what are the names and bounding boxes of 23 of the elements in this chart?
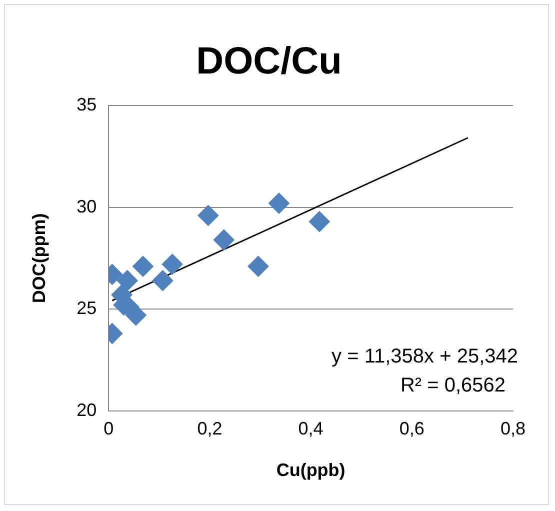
y-axis-title: DOC(ppm) bbox=[28, 213, 49, 304]
x-tick-label: 0,4 bbox=[298, 418, 324, 439]
x-tick-label: 0 bbox=[104, 418, 114, 439]
point bbox=[116, 270, 138, 292]
annotation: y = 11,358x + 25,342 bbox=[332, 345, 518, 368]
x-tick-label: 0,2 bbox=[197, 418, 222, 439]
x-tick-label: 0,6 bbox=[399, 418, 424, 439]
chart-title: DOC/Cu bbox=[196, 40, 342, 82]
x-axis-title: Cu(ppb) bbox=[276, 460, 346, 480]
y-tick-label: 25 bbox=[76, 298, 97, 318]
point bbox=[248, 256, 269, 277]
point bbox=[152, 270, 174, 292]
point bbox=[198, 204, 219, 226]
y-tick-label: 20 bbox=[76, 400, 97, 420]
point bbox=[213, 229, 234, 250]
point bbox=[308, 211, 330, 232]
y-tick-label: 35 bbox=[76, 94, 97, 115]
point bbox=[268, 192, 290, 214]
point bbox=[132, 256, 154, 277]
annotation: R² = 0,6562 bbox=[400, 374, 506, 396]
y-tick-label: 30 bbox=[76, 196, 97, 216]
point bbox=[162, 254, 183, 275]
x-tick-label: 0,8 bbox=[500, 418, 526, 439]
